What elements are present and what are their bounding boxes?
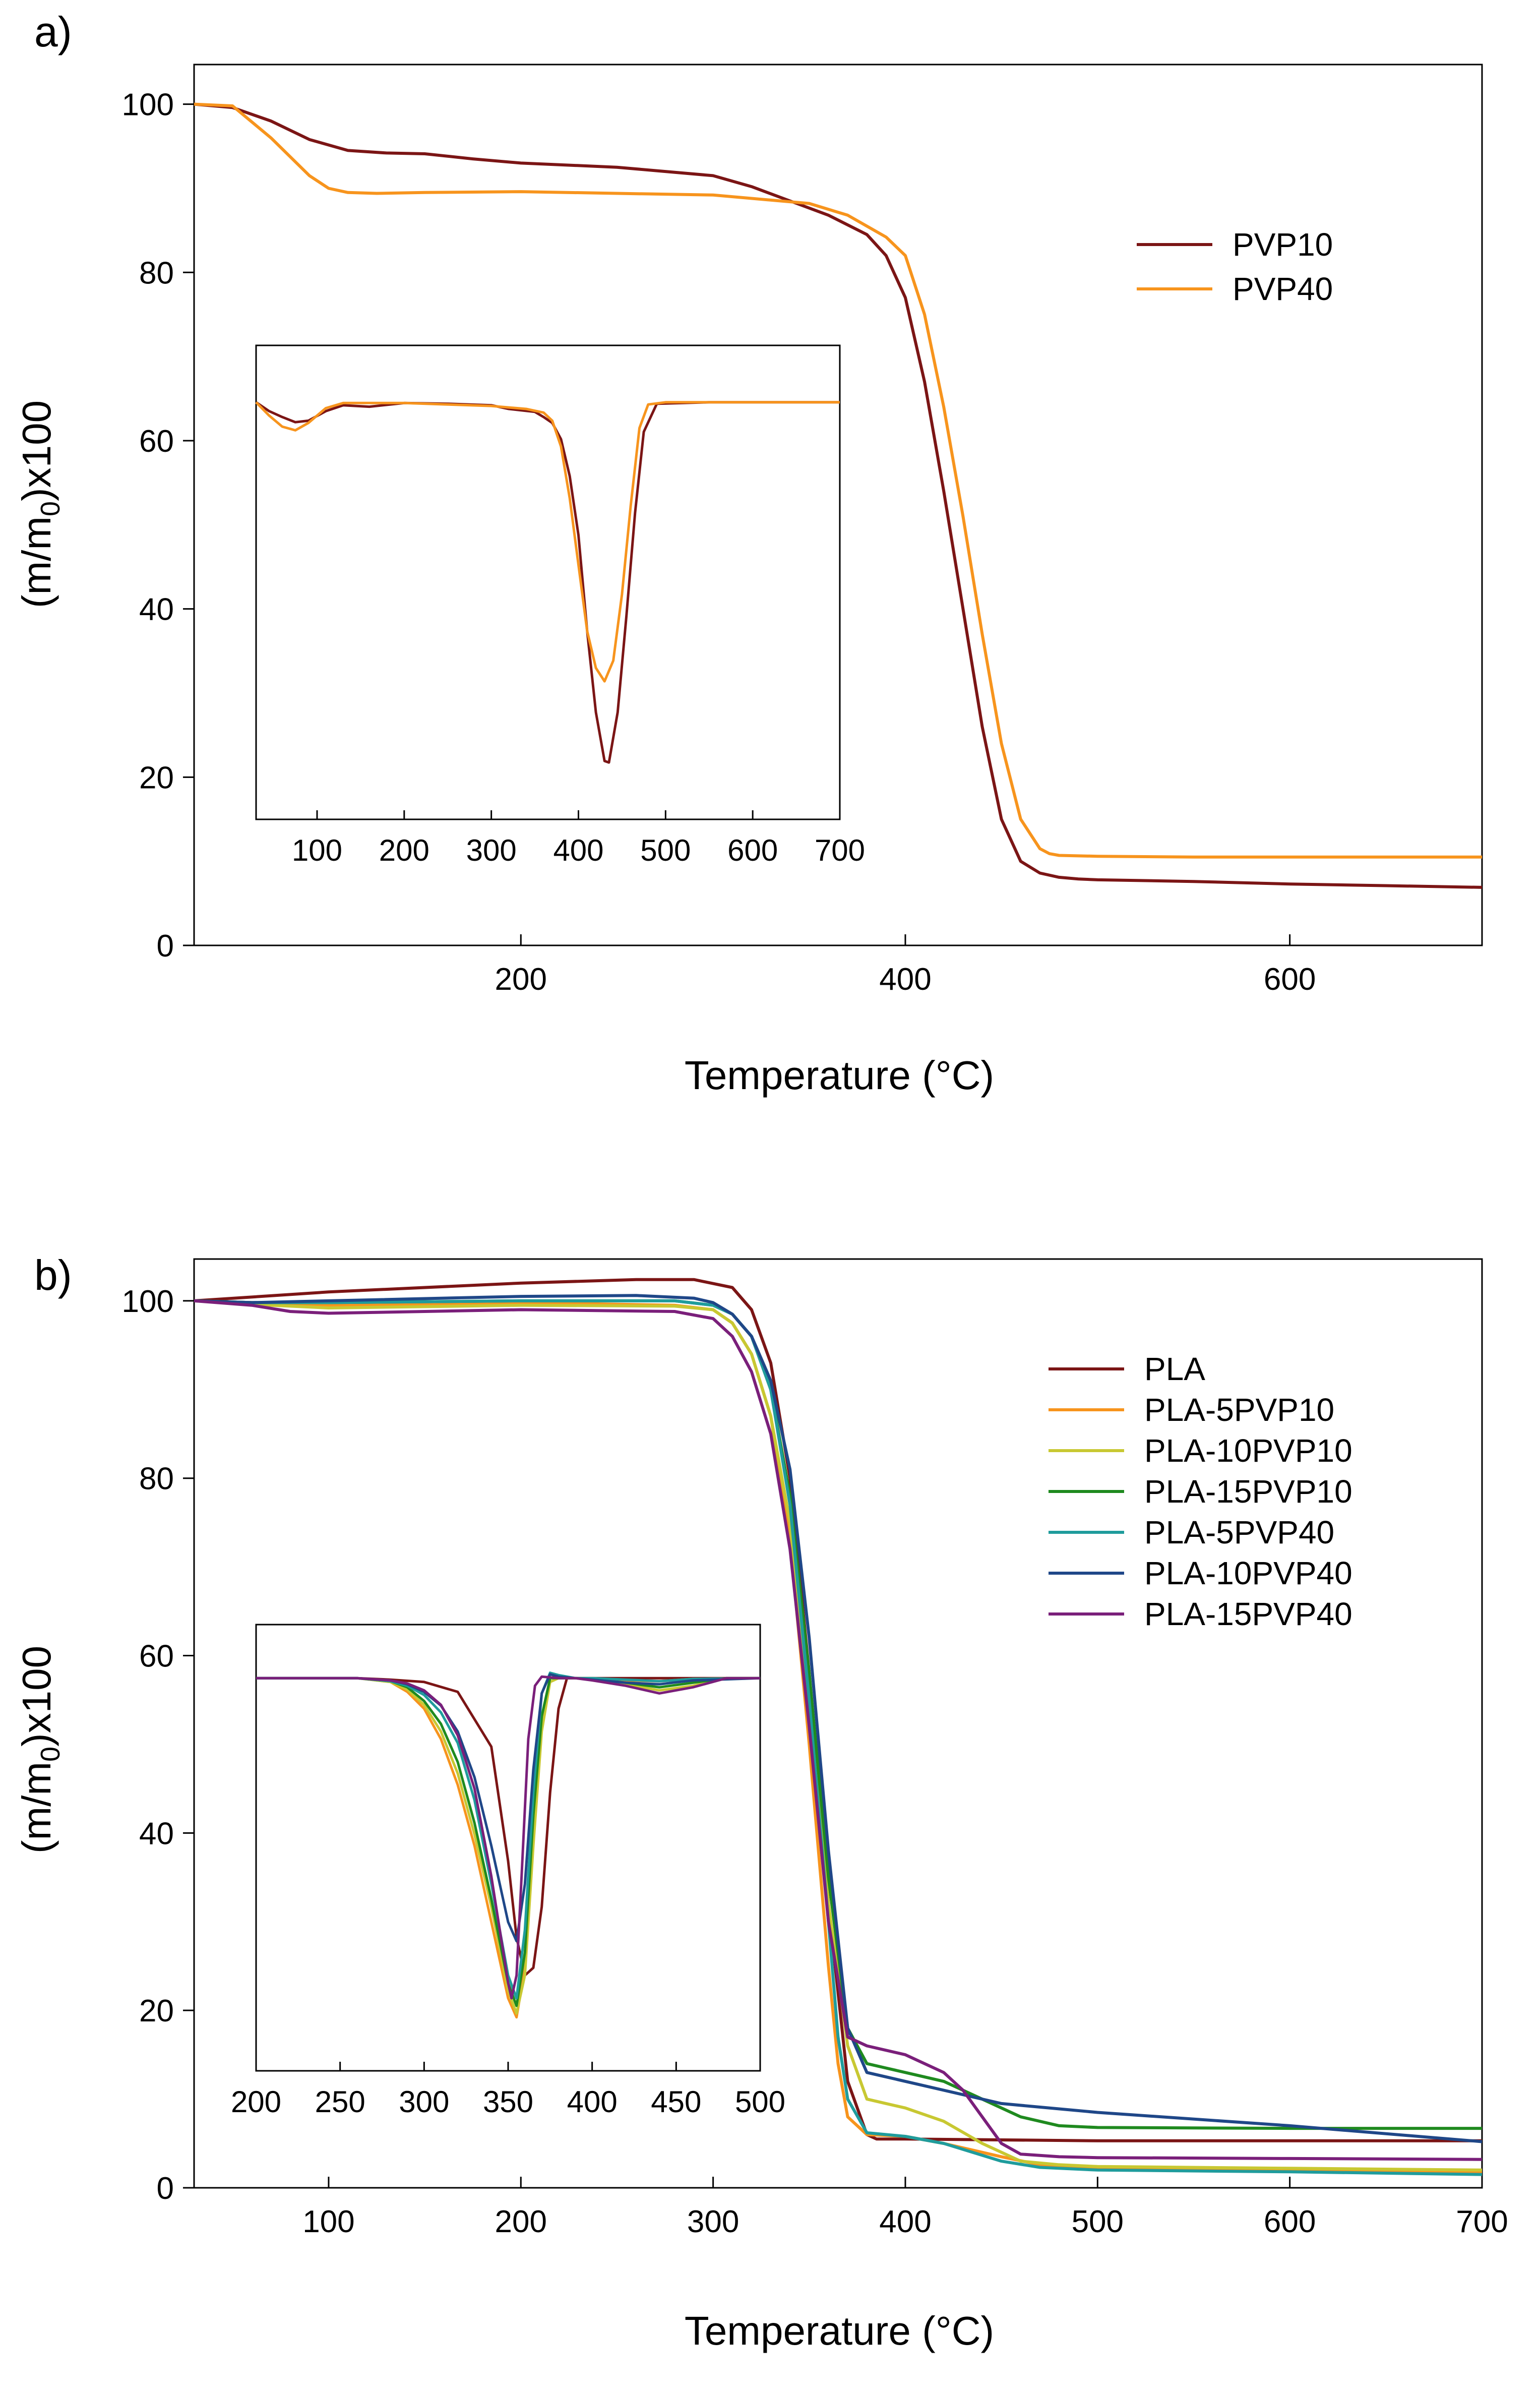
inset-x-tick-label: 500 xyxy=(735,2085,785,2119)
inset-series-line-pla-5pvp40 xyxy=(256,1671,761,2000)
y-tick-label: 40 xyxy=(139,1816,174,1851)
panel-b-x-axis-title: Temperature (°C) xyxy=(685,2308,994,2353)
x-tick-label: 600 xyxy=(1264,962,1316,997)
legend-label: PLA-10PVP40 xyxy=(1144,1555,1352,1591)
inset-series-line-pvp40 xyxy=(255,401,840,683)
legend-label: PLA xyxy=(1144,1351,1205,1387)
series-line-pla-10pvp10 xyxy=(194,1299,1483,2172)
y-tick-label: 100 xyxy=(122,1284,174,1319)
x-tick-label: 300 xyxy=(687,2204,739,2239)
panel-a-legend: PVP10 PVP40 xyxy=(1137,226,1333,307)
x-tick-label: 200 xyxy=(495,962,547,997)
inset-x-tick-label: 600 xyxy=(727,833,778,867)
series-line-pla-15pvp40 xyxy=(194,1299,1483,2161)
y-tick-label: 100 xyxy=(122,88,174,123)
y-tick-label: 0 xyxy=(157,929,174,964)
series-line-pvp10 xyxy=(194,102,1483,889)
y-tick-label: 20 xyxy=(139,760,174,795)
legend-label: PLA-15PVP40 xyxy=(1144,1596,1352,1632)
y-tick-label: 80 xyxy=(139,256,174,290)
y-tick-label: 80 xyxy=(139,1462,174,1497)
x-tick-label: 600 xyxy=(1264,2204,1316,2239)
y-tick-label: 20 xyxy=(139,1994,174,2028)
panel-b-legend: PLA PLA-5PVP10 PLA-10PVP10 PLA-15PVP10 PLA-5… xyxy=(1049,1351,1352,1632)
series-line-pla-10pvp40 xyxy=(194,1294,1483,2143)
panel-b-y-axis-title: (m/m0)x100 xyxy=(14,1646,66,1854)
inset-x-tick-label: 400 xyxy=(553,833,603,867)
inset-x-tick-label: 250 xyxy=(315,2085,365,2119)
inset-x-tick-label: 200 xyxy=(231,2085,281,2119)
legend-label: PVP10 xyxy=(1233,226,1333,263)
legend-label: PLA-10PVP10 xyxy=(1144,1432,1352,1469)
panel-a-plot-frame xyxy=(193,64,1483,946)
panel-b-label: b) xyxy=(34,1251,72,1299)
x-tick-label: 400 xyxy=(879,962,931,997)
inset-x-tick-label: 200 xyxy=(379,833,429,867)
inset-x-tick-label: 100 xyxy=(292,833,342,867)
panel-b-inset: 200 250 300 350 400 450 500 xyxy=(231,1624,785,2119)
inset-x-tick-label: 500 xyxy=(640,833,691,867)
inset-series-line-pla-10pvp10 xyxy=(256,1677,760,2015)
x-tick-label: 500 xyxy=(1072,2204,1124,2239)
svg-text:(m/m0)x100: (m/m0)x100 xyxy=(14,1646,66,1854)
panel-b-plot-frame xyxy=(193,1258,1483,2189)
panel-b-chart: b) 100 200 300 400 500 600 700 0 20 40 60 80 100 Tem… xyxy=(14,1251,1508,2353)
panel-a-inset: 100 200 300 400 500 600 700 xyxy=(255,344,865,867)
x-tick-label: 400 xyxy=(879,2204,931,2239)
series-line-pvp40 xyxy=(194,102,1482,859)
y-tick-label: 0 xyxy=(157,2171,174,2206)
inset-x-tick-label: 700 xyxy=(815,833,865,867)
inset-x-tick-label: 350 xyxy=(483,2085,533,2119)
panel-a-y-axis-title: (m/m0)x100 xyxy=(14,400,66,608)
inset-x-tick-label: 400 xyxy=(567,2085,618,2119)
y-tick-label: 60 xyxy=(139,1639,174,1674)
legend-label: PLA-5PVP10 xyxy=(1144,1392,1334,1428)
y-tick-label: 60 xyxy=(139,424,174,459)
x-tick-label: 700 xyxy=(1456,2204,1508,2239)
panel-b-inset-frame xyxy=(255,1624,761,2072)
legend-label: PLA-5PVP40 xyxy=(1144,1514,1334,1550)
svg-text:(m/m0)x100: (m/m0)x100 xyxy=(14,400,66,608)
inset-x-tick-label: 450 xyxy=(651,2085,701,2119)
panel-a-inset-frame xyxy=(255,344,841,820)
legend-label: PVP40 xyxy=(1233,271,1333,307)
x-tick-label: 200 xyxy=(495,2204,547,2239)
inset-x-tick-label: 300 xyxy=(399,2085,449,2119)
inset-series-line-pla-15pvp40 xyxy=(256,1675,760,2000)
x-tick-label: 100 xyxy=(302,2204,354,2239)
legend-label: PLA-15PVP10 xyxy=(1144,1473,1352,1510)
inset-x-tick-label: 300 xyxy=(466,833,517,867)
panel-a-chart: a) 200 400 600 0 20 40 60 80 100 Temperature (°C… xyxy=(14,8,1483,1098)
panel-a-x-axis-title: Temperature (°C) xyxy=(685,1053,994,1098)
panel-a-label: a) xyxy=(34,8,72,55)
y-tick-label: 40 xyxy=(139,592,174,627)
